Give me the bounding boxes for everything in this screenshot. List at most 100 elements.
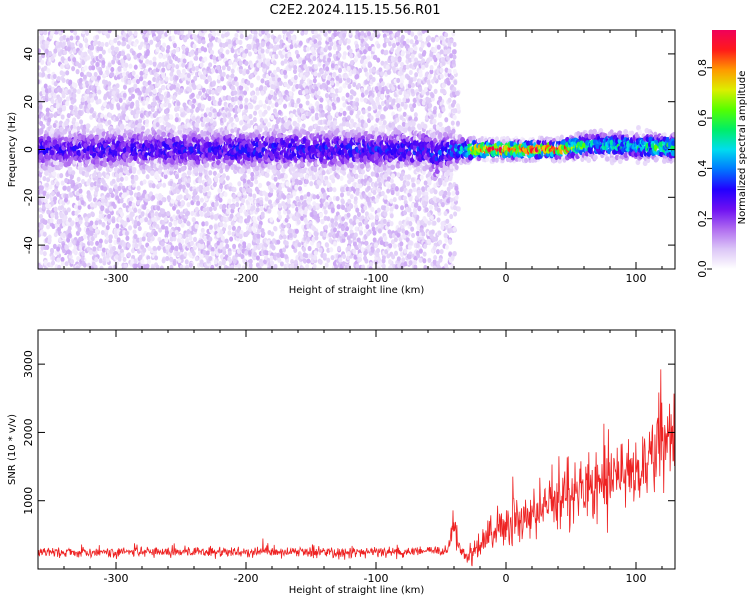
heatmap-cell [90, 97, 95, 103]
heatmap-cell [136, 199, 141, 206]
heatmap-cell [225, 175, 230, 181]
heatmap-cell [80, 256, 85, 262]
heatmap-cell [230, 68, 235, 74]
heatmap-cell [135, 109, 140, 115]
heatmap-cell [58, 161, 64, 168]
heatmap-cell [158, 62, 163, 68]
heatmap-cell [107, 30, 112, 34]
heatmap-cell [164, 237, 169, 243]
heatmap-cell [64, 261, 69, 267]
heatmap-cell [108, 265, 113, 269]
heatmap-cell [60, 256, 65, 263]
heatmap-cell [91, 65, 96, 71]
heatmap-cell [105, 224, 110, 231]
heatmap-cell [50, 166, 55, 173]
heatmap-cell [39, 223, 44, 229]
heatmap-cell [188, 87, 193, 93]
heatmap-cell [227, 225, 232, 231]
heatmap-cell [58, 87, 63, 93]
heatmap-cell [227, 39, 232, 45]
heatmap-cell [119, 176, 124, 182]
heatmap-cell [152, 56, 157, 62]
heatmap-cell [158, 181, 163, 188]
heatmap-cell [62, 34, 67, 41]
heatmap-cell [188, 262, 193, 268]
heatmap-cell [174, 245, 179, 251]
heatmap-cell [147, 219, 152, 226]
heatmap-cell [140, 211, 145, 217]
heatmap-cell [177, 233, 182, 239]
heatmap-cell [189, 240, 194, 246]
heatmap-cell [68, 241, 73, 248]
heatmap-cell [50, 98, 55, 104]
heatmap-cell [166, 45, 171, 51]
heatmap-cell [66, 249, 71, 255]
heatmap-cell [45, 182, 50, 188]
heatmap-cell [186, 182, 191, 188]
heatmap-cell [244, 250, 249, 256]
heatmap-cell [150, 106, 155, 113]
heatmap-cell [42, 165, 48, 171]
heatmap-cell [100, 41, 105, 48]
heatmap-cell [233, 61, 238, 67]
heatmap-cell [191, 115, 196, 122]
heatmap-cell [168, 221, 173, 228]
heatmap-cell [109, 72, 114, 78]
heatmap-cell [153, 231, 158, 237]
heatmap-cell [97, 165, 102, 171]
heatmap-cell [42, 190, 47, 197]
heatmap-cell [174, 117, 179, 123]
heatmap-cell [94, 228, 99, 234]
heatmap-cell [232, 215, 237, 222]
heatmap-cell [125, 235, 130, 241]
heatmap-cell [78, 42, 83, 49]
heatmap-cell [143, 73, 148, 79]
heatmap-cell [190, 49, 195, 55]
heatmap-cell [146, 236, 151, 243]
heatmap-cell [60, 114, 65, 120]
heatmap-cell [220, 235, 225, 241]
heatmap-cell [224, 129, 230, 136]
heatmap-cell [174, 173, 179, 180]
heatmap-cell [259, 199, 264, 206]
heatmap-cell [214, 201, 219, 207]
heatmap-cell [75, 265, 80, 269]
heatmap-cell [262, 63, 267, 69]
heatmap-cell [208, 62, 213, 68]
heatmap-cell [130, 211, 135, 217]
heatmap-cell [45, 193, 50, 199]
heatmap-cell [38, 200, 42, 206]
heatmap-cell [107, 62, 112, 68]
heatmap-cell [58, 96, 63, 103]
heatmap-cell [69, 104, 74, 111]
heatmap-cell [105, 174, 110, 180]
heatmap-cell [111, 245, 116, 252]
heatmap-cell [130, 101, 135, 107]
heatmap-cell [260, 41, 265, 47]
heatmap-cell [244, 35, 249, 41]
heatmap-cell [194, 55, 199, 61]
heatmap-cell [66, 237, 71, 243]
heatmap-cell [56, 257, 61, 263]
heatmap-cell [199, 239, 204, 245]
heatmap-cell [52, 93, 57, 99]
heatmap-cell [66, 160, 72, 167]
heatmap-cell [166, 92, 171, 98]
heatmap-cell [129, 190, 134, 196]
heatmap-cell [227, 198, 232, 204]
heatmap-cell [186, 221, 191, 227]
heatmap-cell [233, 76, 238, 82]
heatmap-cell [267, 208, 272, 214]
heatmap-cell [118, 172, 123, 178]
heatmap-cell [145, 174, 150, 180]
heatmap-cell [56, 191, 61, 197]
heatmap-cell [39, 127, 44, 133]
heatmap-cell [180, 222, 185, 228]
heatmap-cell [74, 121, 79, 127]
heatmap-cell [242, 173, 247, 179]
heatmap-cell [114, 260, 119, 267]
heatmap-cell [90, 75, 95, 81]
heatmap-cell [145, 51, 150, 57]
heatmap-cell [80, 250, 85, 257]
heatmap-cell [66, 207, 71, 213]
